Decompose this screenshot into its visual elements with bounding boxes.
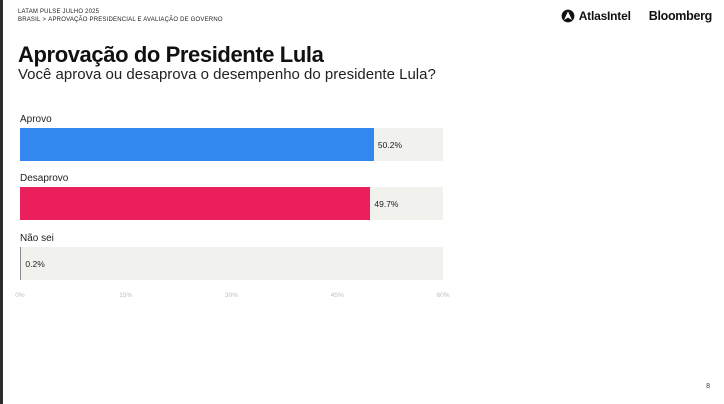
breadcrumb: BRASIL > APROVAÇÃO PRESIDENCIAL E AVALIA…: [18, 16, 223, 24]
value-label-nao-sei: 0.2%: [25, 258, 45, 269]
bar-nao-sei: [20, 247, 22, 280]
report-header: LATAM PULSE JULHO 2025 BRASIL > APROVAÇÃ…: [18, 8, 223, 24]
bar-track-nao-sei: [20, 247, 443, 280]
category-label-nao-sei: Não sei: [20, 233, 54, 244]
bar-aprovo: [20, 128, 374, 161]
value-label-desaprovo: 49.7%: [374, 198, 399, 209]
x-tick-label: 0%: [15, 292, 25, 299]
x-tick-label: 30%: [224, 292, 239, 299]
category-label-desaprovo: Desaprovo: [20, 173, 69, 184]
atlasintel-logo: AtlasIntel: [561, 9, 631, 23]
atlas-logo-icon: [561, 9, 575, 23]
x-tick-label: 15%: [119, 292, 133, 299]
value-label-aprovo: 50.2%: [377, 139, 403, 150]
bar-desaprovo: [20, 187, 371, 220]
x-tick-label: 45%: [330, 292, 344, 299]
atlasintel-name: AtlasIntel: [578, 9, 631, 23]
report-series: LATAM PULSE JULHO 2025: [18, 9, 100, 15]
chart-subtitle: Você aprova ou desaprova o desempenho do…: [18, 66, 436, 83]
window-left-border: [0, 0, 3, 404]
brand-logos: AtlasIntel Bloomberg: [561, 9, 712, 23]
breadcrumb-country: BRASIL: [18, 17, 41, 23]
breadcrumb-separator: >: [42, 17, 47, 23]
breadcrumb-section: APROVAÇÃO PRESIDENCIAL E AVALIAÇÃO DE GO…: [48, 17, 223, 23]
chart-title: Aprovação do Presidente Lula: [18, 42, 324, 67]
bloomberg-logo: Bloomberg: [648, 9, 713, 23]
page-number: 8: [706, 383, 710, 390]
x-tick-label: 60%: [436, 292, 450, 299]
category-label-aprovo: Aprovo: [20, 114, 52, 125]
